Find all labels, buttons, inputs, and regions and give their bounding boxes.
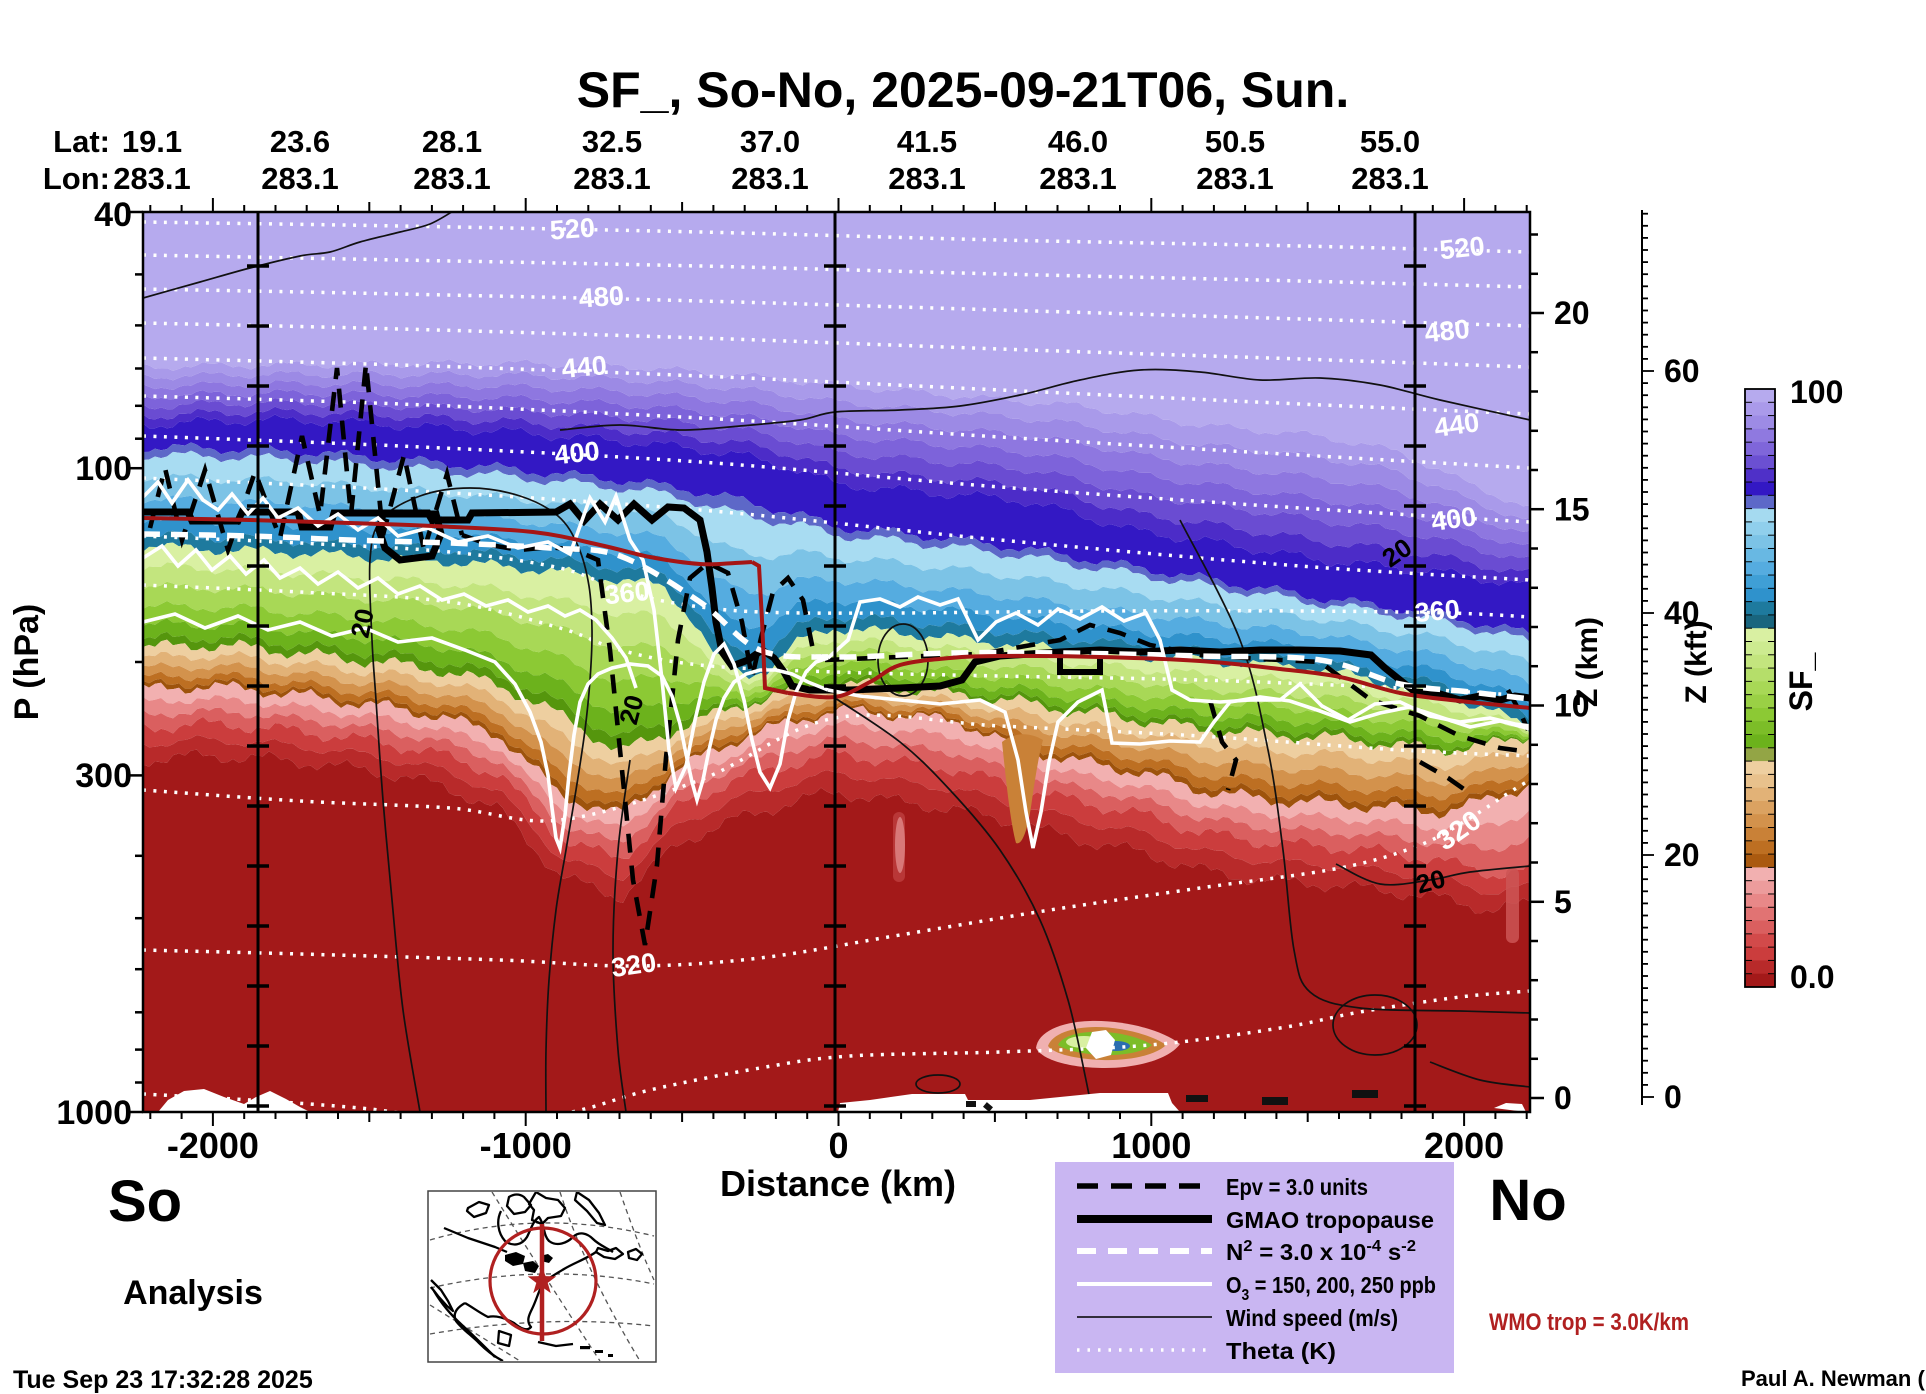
svg-text:283.1: 283.1 — [573, 161, 651, 196]
svg-text:23.6: 23.6 — [270, 124, 330, 159]
svg-text:283.1: 283.1 — [113, 161, 191, 196]
svg-text:283.1: 283.1 — [413, 161, 491, 196]
svg-text:480: 480 — [578, 280, 625, 313]
svg-text:19.1: 19.1 — [122, 124, 182, 159]
svg-text:283.1: 283.1 — [1039, 161, 1117, 196]
svg-text:GMAO tropopause: GMAO tropopause — [1226, 1207, 1434, 1233]
svg-text:32.5: 32.5 — [582, 124, 642, 159]
svg-text:No: No — [1489, 1168, 1566, 1233]
svg-text:WMO trop = 3.0K/km: WMO trop = 3.0K/km — [1489, 1309, 1689, 1336]
svg-text:41.5: 41.5 — [897, 124, 957, 159]
svg-text:P (hPa): P (hPa) — [8, 604, 46, 721]
svg-text:5: 5 — [1554, 884, 1572, 920]
svg-text:Theta (K): Theta (K) — [1226, 1338, 1336, 1364]
svg-text:Analysis: Analysis — [123, 1274, 263, 1312]
svg-text:283.1: 283.1 — [888, 161, 966, 196]
svg-text:37.0: 37.0 — [740, 124, 800, 159]
svg-text:283.1: 283.1 — [1351, 161, 1429, 196]
svg-text:-2000: -2000 — [167, 1125, 259, 1166]
svg-text:15: 15 — [1554, 491, 1590, 527]
svg-text:Wind speed (m/s): Wind speed (m/s) — [1226, 1305, 1398, 1331]
svg-text:55.0: 55.0 — [1360, 124, 1420, 159]
svg-text:So: So — [108, 1169, 182, 1234]
svg-text:0: 0 — [828, 1125, 848, 1166]
svg-text:Paul A. Newman (NASA: Paul A. Newman (NASA — [1741, 1366, 1926, 1391]
svg-text:100: 100 — [75, 450, 132, 488]
svg-text:283.1: 283.1 — [731, 161, 809, 196]
svg-text:1000: 1000 — [1111, 1125, 1191, 1166]
svg-text:360: 360 — [603, 576, 651, 611]
svg-text:520: 520 — [1438, 231, 1486, 266]
svg-text:283.1: 283.1 — [1196, 161, 1274, 196]
svg-text:50.5: 50.5 — [1205, 124, 1265, 159]
svg-text:2000: 2000 — [1424, 1125, 1504, 1166]
svg-text:Tue Sep 23 17:32:28 2025: Tue Sep 23 17:32:28 2025 — [13, 1366, 313, 1394]
svg-text:Distance (km): Distance (km) — [720, 1163, 956, 1204]
svg-text:0: 0 — [1664, 1079, 1682, 1115]
svg-text:440: 440 — [560, 350, 608, 384]
svg-text:N2 = 3.0 x 10-4 s-2: N2 = 3.0 x 10 -4 s-2 — [1226, 1238, 1416, 1265]
svg-text:Epv = 3.0 units: Epv = 3.0 units — [1226, 1174, 1368, 1200]
svg-text:Lon:: Lon: — [43, 161, 110, 196]
svg-text:SF_, So-No, 2025-09-21T06, Sun: SF_, So-No, 2025-09-21T06, Sun. — [577, 62, 1350, 118]
svg-text:100: 100 — [1790, 374, 1843, 410]
svg-text:Z (km): Z (km) — [1571, 617, 1604, 707]
svg-text:0.0: 0.0 — [1790, 959, 1834, 995]
svg-text:0: 0 — [1554, 1080, 1572, 1116]
svg-text:10: 10 — [1554, 688, 1590, 724]
svg-text:40: 40 — [1664, 595, 1700, 631]
svg-text:-1000: -1000 — [480, 1125, 572, 1166]
svg-text:SF_: SF_ — [1783, 651, 1819, 711]
svg-text:Z (kft): Z (kft) — [1680, 620, 1713, 703]
svg-text:283.1: 283.1 — [261, 161, 339, 196]
svg-text:440: 440 — [1432, 407, 1481, 443]
svg-text:60: 60 — [1664, 353, 1700, 389]
svg-text:320: 320 — [609, 947, 658, 983]
svg-text:300: 300 — [75, 757, 132, 795]
svg-text:40: 40 — [94, 196, 132, 234]
svg-text:400: 400 — [1429, 501, 1478, 537]
svg-text:520: 520 — [549, 212, 596, 245]
svg-text:28.1: 28.1 — [422, 124, 482, 159]
svg-text:20: 20 — [345, 606, 380, 641]
svg-text:20: 20 — [1664, 837, 1700, 873]
svg-text:400: 400 — [553, 436, 601, 471]
svg-text:20: 20 — [1554, 295, 1590, 331]
svg-text:360: 360 — [1413, 594, 1461, 628]
svg-text:Lat:: Lat: — [53, 124, 110, 159]
svg-text:46.0: 46.0 — [1048, 124, 1108, 159]
svg-text:1000: 1000 — [56, 1094, 132, 1132]
svg-text:480: 480 — [1423, 314, 1471, 349]
